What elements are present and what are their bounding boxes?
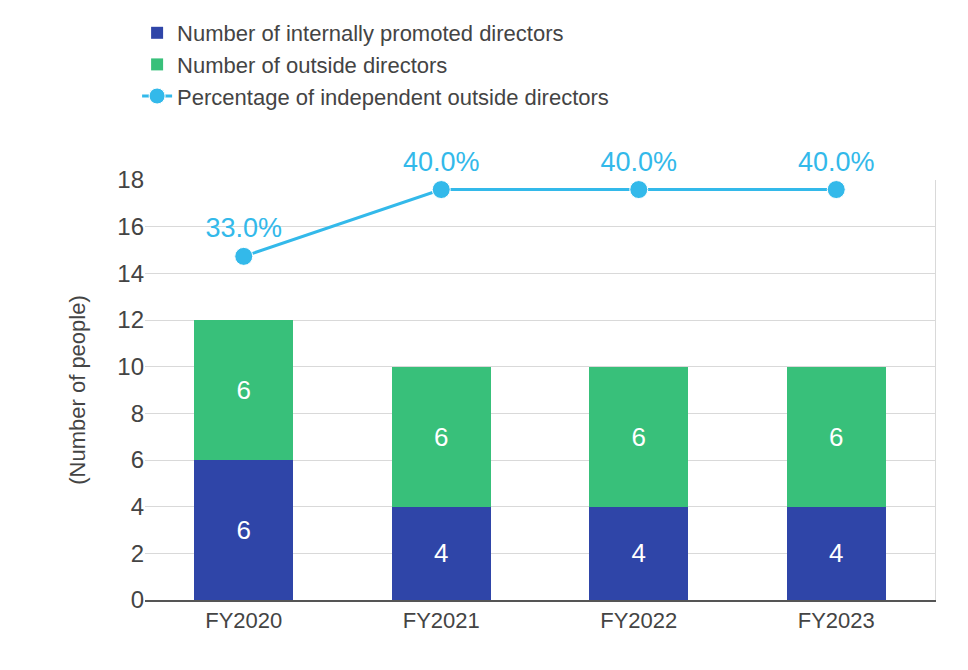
svg-text:FY2022: FY2022 <box>600 608 677 633</box>
svg-text:14: 14 <box>117 260 144 287</box>
svg-text:33.0%: 33.0% <box>205 213 282 243</box>
svg-text:12: 12 <box>117 306 144 333</box>
svg-text:4: 4 <box>632 538 646 568</box>
svg-text:Number of internally promoted: Number of internally promoted directors <box>177 21 563 46</box>
svg-text:Percentage of independent outs: Percentage of independent outside direct… <box>177 85 609 110</box>
svg-text:6: 6 <box>237 375 251 405</box>
svg-text:40.0%: 40.0% <box>600 147 677 177</box>
svg-text:Number of outside directors: Number of outside directors <box>177 53 447 78</box>
svg-text:6: 6 <box>237 515 251 545</box>
svg-text:6: 6 <box>434 422 448 452</box>
svg-text:0: 0 <box>131 586 144 613</box>
svg-text:40.0%: 40.0% <box>798 147 875 177</box>
svg-text:FY2021: FY2021 <box>403 608 480 633</box>
svg-text:6: 6 <box>632 422 646 452</box>
svg-text:4: 4 <box>434 538 448 568</box>
svg-text:18: 18 <box>117 166 144 193</box>
svg-text:6: 6 <box>131 446 144 473</box>
svg-text:2: 2 <box>131 540 144 567</box>
svg-text:40.0%: 40.0% <box>403 147 480 177</box>
svg-text:10: 10 <box>117 353 144 380</box>
svg-text:4: 4 <box>131 493 144 520</box>
svg-text:FY2020: FY2020 <box>205 608 282 633</box>
svg-text:8: 8 <box>131 400 144 427</box>
svg-text:16: 16 <box>117 213 144 240</box>
svg-text:FY2023: FY2023 <box>798 608 875 633</box>
svg-text:6: 6 <box>829 422 843 452</box>
svg-text:4: 4 <box>829 538 843 568</box>
svg-text:(Number of people): (Number of people) <box>65 295 90 485</box>
